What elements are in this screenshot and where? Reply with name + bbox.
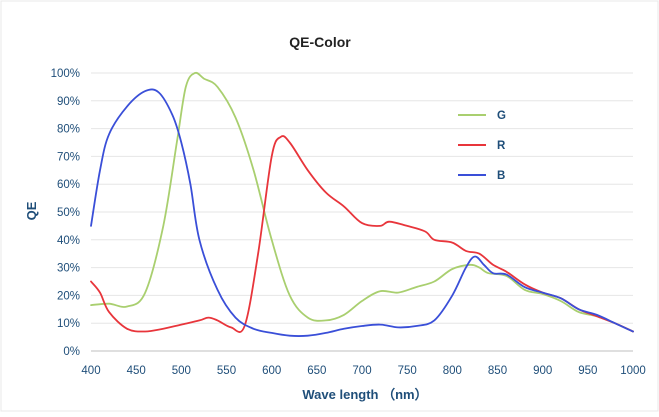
x-tick-label: 700: [352, 365, 371, 377]
chart-title: QE-Color: [289, 34, 351, 50]
series-line-g: [90, 71, 634, 333]
y-tick-label: 100%: [51, 68, 80, 80]
x-tick-label: 450: [127, 365, 146, 377]
y-tick-label: 80%: [57, 124, 80, 136]
tick-layer: 0% 10% 20% 30% 40% 50% 60% 70% 80% 90% 100% 400 450 5…: [51, 68, 646, 377]
x-tick-label: 800: [443, 365, 462, 377]
series-line-b: [90, 88, 634, 337]
y-axis-label: QE: [24, 201, 39, 220]
x-tick-label: 500: [172, 365, 191, 377]
x-tick-label: 750: [398, 365, 417, 377]
x-tick-label: 900: [533, 365, 552, 377]
x-tick-label: 550: [217, 365, 236, 377]
y-tick-label: 40%: [57, 235, 80, 247]
y-tick-label: 20%: [57, 290, 80, 302]
x-tick-label: 400: [81, 365, 100, 377]
x-tick-label: 600: [262, 365, 281, 377]
series-layer: [90, 71, 634, 337]
x-tick-label: 850: [488, 365, 507, 377]
x-tick-label: 650: [307, 365, 326, 377]
y-tick-label: 10%: [57, 318, 80, 330]
y-tick-label: 70%: [57, 151, 80, 163]
grid-layer: [91, 72, 633, 352]
y-tick-label: 0%: [63, 346, 80, 358]
y-tick-label: 50%: [57, 207, 80, 219]
x-axis-label: Wave length （nm）: [302, 387, 427, 402]
series-line-r: [90, 135, 634, 333]
y-tick-label: 90%: [57, 96, 80, 108]
y-tick-label: 30%: [57, 263, 80, 275]
y-tick-label: 60%: [57, 179, 80, 191]
legend-label-r: R: [497, 140, 506, 152]
x-tick-label: 950: [578, 365, 597, 377]
legend-label-b: B: [497, 170, 505, 182]
legend: G R B: [458, 110, 506, 182]
x-tick-label: 1000: [620, 365, 646, 377]
legend-label-g: G: [497, 110, 506, 122]
